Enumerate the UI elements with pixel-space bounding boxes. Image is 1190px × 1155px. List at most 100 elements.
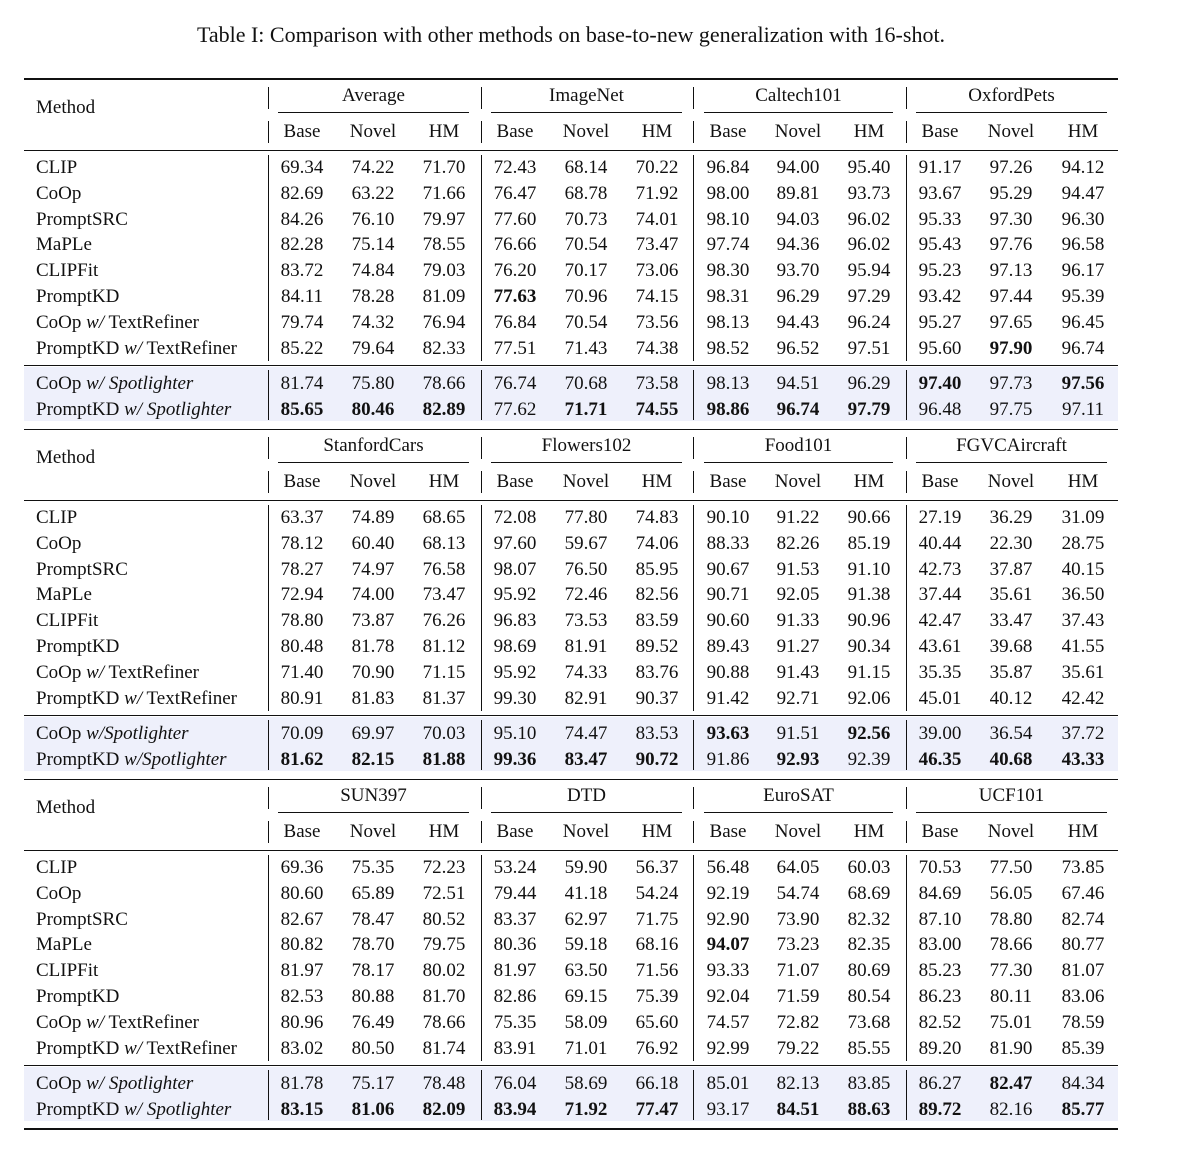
table-cell: 83.53 [635, 723, 679, 744]
table-cell: 76.50 [564, 558, 608, 580]
table-cell: 78.80 [989, 908, 1033, 930]
table-cell: 63.50 [564, 960, 608, 982]
sub-header: Base [496, 471, 534, 492]
table-cell: 81.06 [351, 1098, 395, 1120]
table-cell: 72.46 [564, 584, 608, 606]
column-separator [693, 121, 694, 143]
table-cell: 75.39 [635, 986, 679, 1007]
table-cell: 71.01 [564, 1037, 608, 1059]
column-separator [268, 370, 269, 420]
table-cell: 80.52 [422, 908, 466, 930]
table-cell: 78.66 [422, 1011, 466, 1033]
table-cell: 96.58 [1061, 234, 1105, 256]
dataset-header: UCF101 [978, 785, 1045, 806]
table-cell: 83.85 [847, 1073, 891, 1094]
table-cell: 94.36 [776, 234, 820, 256]
table-cell: 83.47 [564, 748, 608, 770]
method-header: Method [36, 797, 96, 818]
column-separator [481, 1070, 482, 1120]
table-cell: 73.68 [847, 1011, 891, 1033]
table-cell: 36.50 [1061, 584, 1105, 606]
table-cell: 71.59 [776, 986, 820, 1007]
table-cell: 42.42 [1061, 687, 1105, 709]
column-separator [906, 370, 907, 420]
table-cell: 73.23 [776, 934, 820, 956]
dataset-underline [278, 112, 469, 113]
table-cell: 93.42 [918, 286, 962, 307]
table-cell: 76.94 [422, 311, 466, 333]
table-cell: 94.43 [776, 311, 820, 333]
table-cell: 97.65 [989, 311, 1033, 333]
table-cell: 94.07 [706, 934, 750, 956]
table-cell: 82.16 [989, 1098, 1033, 1120]
table-cell: 77.47 [635, 1098, 679, 1120]
method-name: CoOp w/ TextRefiner [36, 1011, 199, 1033]
highlight-rule [24, 715, 1118, 716]
column-separator [481, 370, 482, 420]
table-cell: 89.43 [706, 636, 750, 657]
column-separator [693, 505, 694, 711]
table-cell: 36.29 [989, 507, 1033, 528]
table-cell: 95.43 [918, 234, 962, 256]
table-cell: 85.77 [1061, 1098, 1105, 1120]
table-cell: 69.36 [280, 857, 324, 878]
block-separator-rule [24, 779, 1118, 780]
table-cell: 79.74 [280, 311, 324, 333]
table-cell: 71.07 [776, 960, 820, 982]
dataset-underline [704, 462, 893, 463]
sub-header: HM [1067, 471, 1099, 492]
table-cell: 82.91 [564, 687, 608, 709]
table-cell: 97.13 [989, 260, 1033, 282]
table-cell: 81.74 [422, 1037, 466, 1059]
column-separator [906, 121, 907, 143]
column-separator [906, 471, 907, 493]
table-cell: 97.75 [989, 398, 1033, 420]
table-cell: 88.63 [847, 1098, 891, 1120]
table-cell: 85.22 [280, 337, 324, 359]
table-cell: 81.78 [351, 636, 395, 657]
column-separator [906, 1070, 907, 1120]
table-cell: 70.09 [280, 723, 324, 744]
sub-header: Base [496, 121, 534, 142]
table-cell: 94.03 [776, 208, 820, 230]
table-cell: 68.65 [422, 507, 466, 528]
table-cell: 97.74 [706, 234, 750, 256]
table-cell: 80.82 [280, 934, 324, 956]
table-cell: 93.70 [776, 260, 820, 282]
table-cell: 76.84 [493, 311, 537, 333]
table-cell: 81.78 [280, 1073, 324, 1094]
sub-header: Base [283, 121, 321, 142]
table-cell: 65.60 [635, 1011, 679, 1033]
table-cell: 79.44 [493, 882, 537, 904]
table-cell: 60.03 [847, 857, 891, 878]
column-separator [693, 821, 694, 843]
table-cell: 78.28 [351, 286, 395, 307]
table-cell: 82.52 [918, 1011, 962, 1033]
table-cell: 35.61 [989, 584, 1033, 606]
table-cell: 74.83 [635, 507, 679, 528]
table-cell: 60.40 [351, 532, 395, 554]
table-cell: 71.92 [564, 1098, 608, 1120]
table-cell: 94.12 [1061, 157, 1105, 178]
table-cell: 73.06 [635, 260, 679, 282]
table-cell: 97.90 [989, 337, 1033, 359]
sub-header: Novel [774, 471, 822, 492]
table-cell: 96.02 [847, 234, 891, 256]
table-cell: 81.90 [989, 1037, 1033, 1059]
table-cell: 80.50 [351, 1037, 395, 1059]
column-separator [268, 505, 269, 711]
table-cell: 89.20 [918, 1037, 962, 1059]
table-cell: 37.44 [918, 584, 962, 606]
table-cell: 54.74 [776, 882, 820, 904]
column-separator [268, 437, 269, 459]
table-cell: 56.05 [989, 882, 1033, 904]
method-name: CoOp w/ Spotlighter [36, 1073, 194, 1094]
table-cell: 77.51 [493, 337, 537, 359]
header-rule [24, 500, 1118, 501]
table-cell: 92.99 [706, 1037, 750, 1059]
table-cell: 69.15 [564, 986, 608, 1007]
table-cell: 92.93 [776, 748, 820, 770]
table-cell: 83.91 [493, 1037, 537, 1059]
column-separator [693, 437, 694, 459]
table-cell: 90.66 [847, 507, 891, 528]
